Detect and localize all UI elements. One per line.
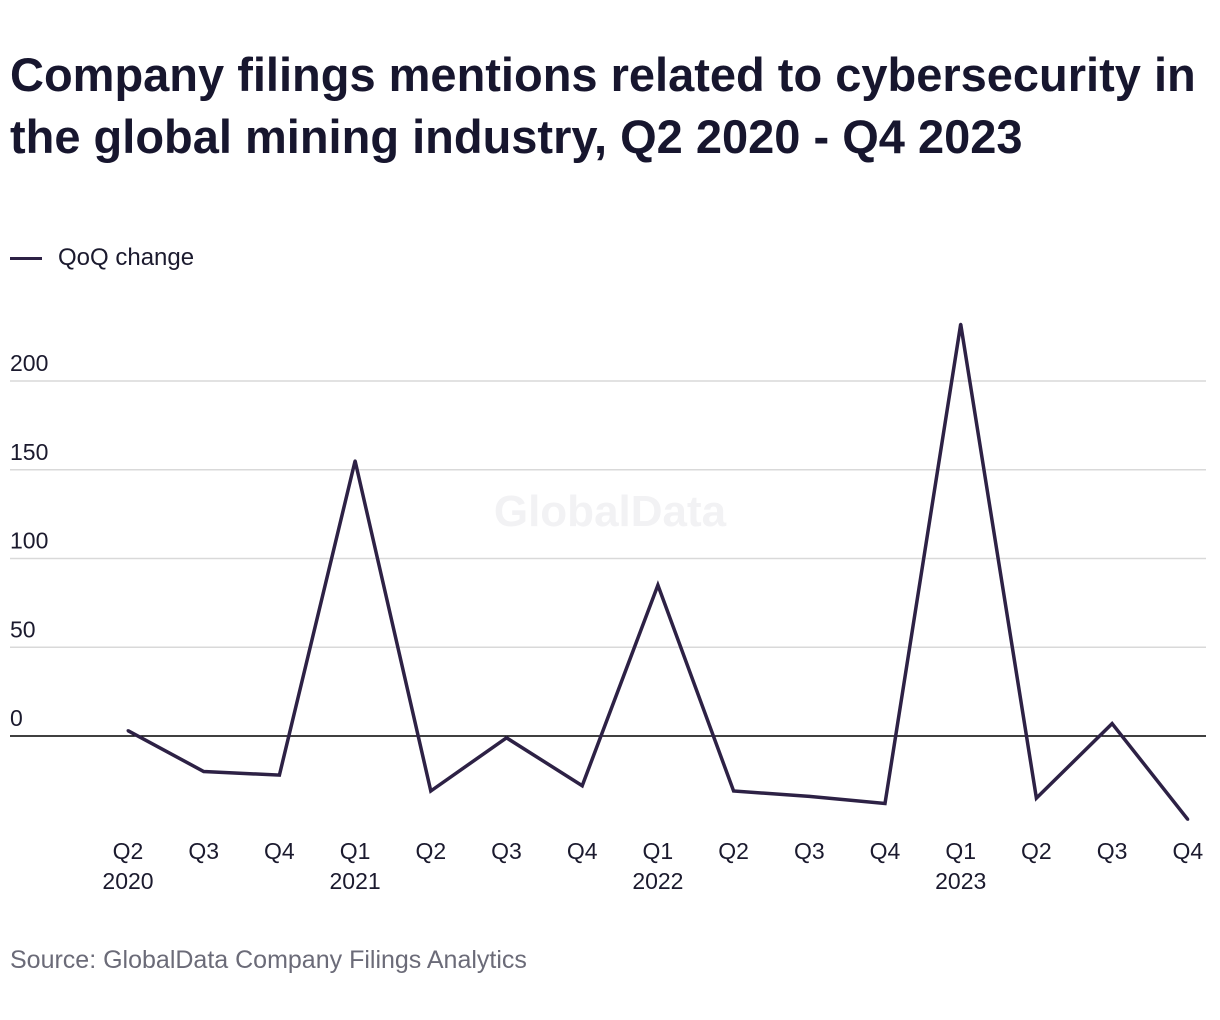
- x-tick-label: Q2: [113, 838, 144, 864]
- data-point: [883, 801, 887, 805]
- x-tick-label: Q1: [643, 838, 674, 864]
- data-point: [1034, 796, 1038, 800]
- y-tick-label: 100: [10, 528, 48, 554]
- data-point: [1110, 722, 1114, 726]
- data-point: [656, 583, 660, 587]
- x-tick-label: Q2: [1021, 838, 1052, 864]
- data-point: [732, 789, 736, 793]
- data-point: [505, 736, 508, 740]
- x-tick-label: Q4: [264, 838, 295, 864]
- x-tick-label: Q3: [188, 838, 219, 864]
- x-tick-label: Q4: [567, 838, 598, 864]
- series-line-qoq-change: [127, 323, 1190, 821]
- data-point: [429, 789, 433, 793]
- data-point: [277, 773, 281, 777]
- chart-title: Company filings mentions related to cybe…: [10, 48, 1196, 163]
- x-tick-year-label: 2020: [102, 868, 153, 894]
- legend-swatch: [10, 256, 42, 260]
- data-point: [959, 322, 963, 326]
- y-tick-label: 150: [10, 439, 48, 465]
- x-tick-label: Q4: [1172, 838, 1203, 864]
- x-tick-label: Q2: [415, 838, 446, 864]
- x-tick-label: Q1: [340, 838, 371, 864]
- line-chart: GlobalData 0 50 100 150 200 Q2 2020 Q3 Q4 Q1 2021 Q2…: [10, 322, 1206, 894]
- data-point: [1186, 817, 1190, 821]
- x-tick-label: Q3: [794, 838, 825, 864]
- data-point: [580, 784, 584, 788]
- x-tick-label: Q3: [491, 838, 522, 864]
- watermark-text: GlobalData: [494, 487, 727, 536]
- y-tick-label: 200: [10, 350, 48, 376]
- data-point: [353, 459, 357, 463]
- x-tick-label: Q4: [870, 838, 901, 864]
- y-tick-label: 50: [10, 616, 36, 642]
- source-note: Source: GlobalData Company Filings Analy…: [10, 946, 527, 974]
- x-tick-year-label: 2023: [935, 868, 986, 894]
- data-point: [126, 729, 130, 733]
- data-point: [807, 794, 811, 798]
- y-tick-label: 0: [10, 705, 23, 731]
- legend-label: QoQ change: [58, 244, 195, 271]
- x-tick-label: Q1: [945, 838, 976, 864]
- chart-legend: QoQ change: [10, 244, 194, 272]
- x-tick-label: Q2: [718, 838, 749, 864]
- data-point: [202, 770, 206, 773]
- x-tick-label: Q3: [1097, 838, 1128, 864]
- x-tick-year-label: 2021: [330, 868, 381, 894]
- x-tick-year-label: 2022: [632, 868, 683, 894]
